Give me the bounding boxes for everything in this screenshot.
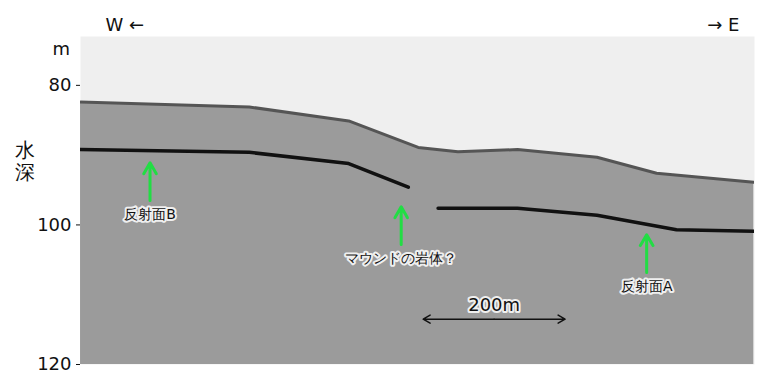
svg-text:水深: 水深 bbox=[15, 138, 35, 184]
svg-text:m: m bbox=[53, 38, 71, 59]
svg-text:200m: 200m bbox=[468, 294, 520, 315]
svg-text:W ←: W ← bbox=[106, 14, 145, 35]
svg-text:マウンドの岩体？: マウンドの岩体？ bbox=[345, 250, 457, 266]
svg-text:100: 100 bbox=[37, 214, 71, 235]
svg-text:80: 80 bbox=[49, 74, 72, 95]
svg-text:反射面A: 反射面A bbox=[621, 278, 673, 294]
svg-text:120: 120 bbox=[37, 353, 71, 374]
svg-text:→ E: → E bbox=[707, 14, 739, 35]
svg-text:反射面B: 反射面B bbox=[124, 206, 176, 222]
